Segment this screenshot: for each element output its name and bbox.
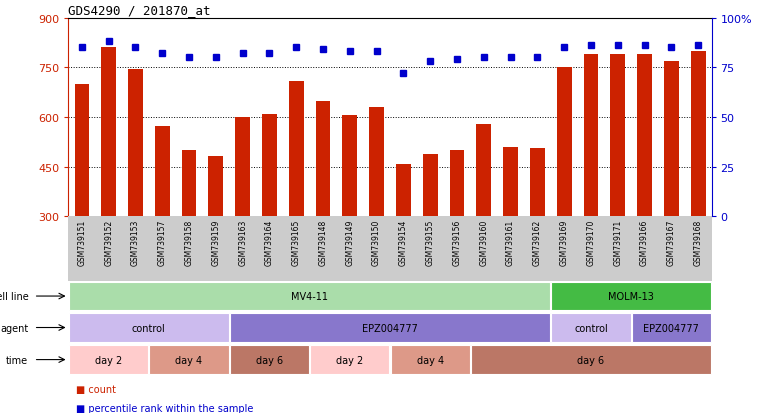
Bar bbox=[342, 116, 357, 217]
Text: agent: agent bbox=[0, 323, 28, 333]
Text: GSM739159: GSM739159 bbox=[212, 219, 221, 265]
Text: control: control bbox=[132, 323, 166, 333]
Bar bbox=[584, 55, 598, 217]
Bar bbox=[632, 314, 711, 342]
Bar bbox=[101, 48, 116, 217]
Text: time: time bbox=[6, 355, 28, 365]
Bar bbox=[450, 151, 464, 217]
Bar bbox=[235, 118, 250, 217]
Bar bbox=[310, 346, 390, 374]
Bar bbox=[664, 62, 679, 217]
Text: GSM739151: GSM739151 bbox=[78, 219, 87, 265]
Bar bbox=[530, 149, 545, 217]
Text: GSM739155: GSM739155 bbox=[425, 219, 435, 265]
Text: day 6: day 6 bbox=[578, 355, 604, 365]
Text: GSM739153: GSM739153 bbox=[131, 219, 140, 265]
Text: day 6: day 6 bbox=[256, 355, 283, 365]
Text: ■ count: ■ count bbox=[76, 384, 116, 394]
Bar bbox=[69, 282, 550, 310]
Text: EPZ004777: EPZ004777 bbox=[362, 323, 418, 333]
Text: day 4: day 4 bbox=[416, 355, 444, 365]
Text: MOLM-13: MOLM-13 bbox=[608, 291, 654, 301]
Text: GSM739170: GSM739170 bbox=[587, 219, 595, 265]
Bar bbox=[230, 346, 309, 374]
Text: day 4: day 4 bbox=[176, 355, 202, 365]
Text: GDS4290 / 201870_at: GDS4290 / 201870_at bbox=[68, 5, 211, 17]
Text: day 2: day 2 bbox=[95, 355, 123, 365]
Bar bbox=[503, 147, 518, 217]
Text: GSM739168: GSM739168 bbox=[693, 219, 702, 265]
Bar bbox=[396, 165, 411, 217]
Text: control: control bbox=[574, 323, 608, 333]
Bar bbox=[69, 314, 229, 342]
Bar bbox=[551, 282, 711, 310]
Text: GSM739162: GSM739162 bbox=[533, 219, 542, 265]
Text: GSM739165: GSM739165 bbox=[291, 219, 301, 265]
Bar bbox=[390, 346, 470, 374]
Bar bbox=[69, 346, 148, 374]
Bar bbox=[557, 68, 572, 217]
Bar bbox=[691, 52, 705, 217]
Text: GSM739158: GSM739158 bbox=[185, 219, 193, 265]
Bar bbox=[637, 55, 652, 217]
Text: GSM739169: GSM739169 bbox=[559, 219, 568, 265]
Bar bbox=[423, 155, 438, 217]
Text: MV4-11: MV4-11 bbox=[291, 291, 328, 301]
Text: GSM739156: GSM739156 bbox=[453, 219, 461, 265]
Text: GSM739150: GSM739150 bbox=[372, 219, 381, 265]
Text: GSM739157: GSM739157 bbox=[158, 219, 167, 265]
Text: GSM739148: GSM739148 bbox=[319, 219, 327, 265]
Bar bbox=[369, 108, 384, 217]
Text: ■ percentile rank within the sample: ■ percentile rank within the sample bbox=[76, 403, 253, 413]
Bar bbox=[476, 125, 491, 217]
Text: GSM739154: GSM739154 bbox=[399, 219, 408, 265]
Text: GSM739171: GSM739171 bbox=[613, 219, 622, 265]
Text: GSM739164: GSM739164 bbox=[265, 219, 274, 265]
Bar bbox=[316, 102, 330, 217]
Bar bbox=[209, 157, 223, 217]
Bar bbox=[289, 81, 304, 217]
Text: day 2: day 2 bbox=[336, 355, 364, 365]
Bar bbox=[75, 85, 89, 217]
Bar bbox=[155, 127, 170, 217]
Bar bbox=[128, 70, 143, 217]
Text: GSM739161: GSM739161 bbox=[506, 219, 515, 265]
Text: GSM739166: GSM739166 bbox=[640, 219, 649, 265]
Text: GSM739163: GSM739163 bbox=[238, 219, 247, 265]
Bar bbox=[471, 346, 711, 374]
Bar bbox=[551, 314, 631, 342]
Bar bbox=[262, 115, 277, 217]
Text: GSM739160: GSM739160 bbox=[479, 219, 489, 265]
Text: cell line: cell line bbox=[0, 291, 28, 301]
Bar bbox=[230, 314, 550, 342]
Text: GSM739167: GSM739167 bbox=[667, 219, 676, 265]
Text: GSM739152: GSM739152 bbox=[104, 219, 113, 265]
Text: GSM739149: GSM739149 bbox=[345, 219, 355, 265]
Bar bbox=[182, 151, 196, 217]
Bar bbox=[149, 346, 229, 374]
Text: EPZ004777: EPZ004777 bbox=[643, 323, 699, 333]
Bar bbox=[610, 55, 625, 217]
